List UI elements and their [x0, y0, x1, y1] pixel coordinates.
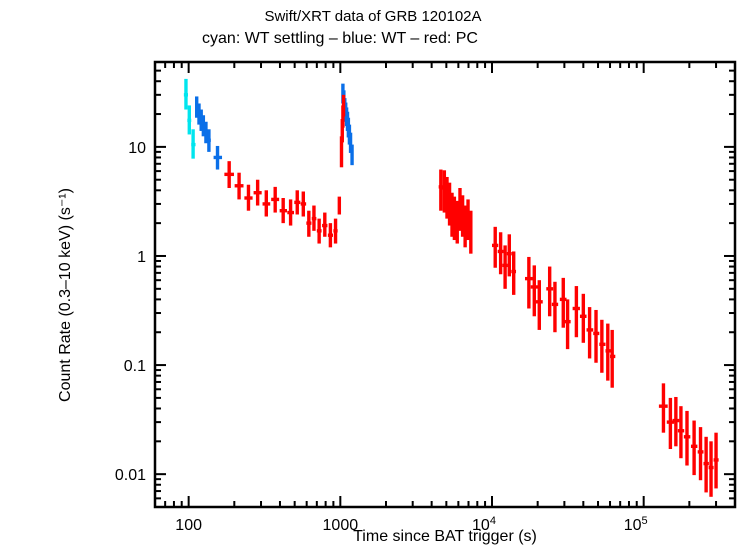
series-wt-settling: [183, 78, 196, 159]
series-pc: [224, 94, 719, 497]
x-axis-label: Time since BAT trigger (s): [353, 528, 537, 545]
svg-text:1: 1: [137, 249, 146, 266]
axes-frame: [153, 60, 737, 509]
svg-text:0.1: 0.1: [124, 358, 146, 375]
chart-subtitle-legend: cyan: WT settling – blue: WT – red: PC: [202, 30, 478, 47]
svg-text:1000: 1000: [323, 517, 359, 534]
series-wt: [195, 83, 354, 170]
svg-text:10: 10: [128, 140, 146, 157]
chart-title: Swift/XRT data of GRB 120102A: [264, 8, 482, 25]
svg-text:100: 100: [175, 517, 202, 534]
y-axis-label: Count Rate (0.3–10 keV) (s⁻¹): [57, 188, 74, 402]
svg-text:0.01: 0.01: [115, 467, 146, 484]
data-points: [183, 78, 719, 497]
